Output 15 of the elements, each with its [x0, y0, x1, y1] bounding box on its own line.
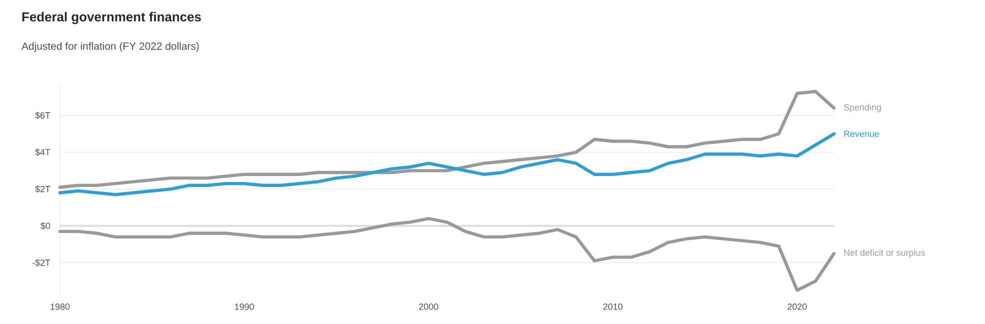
x-tick-label: 2000	[419, 304, 438, 310]
y-tick-label: $6T	[35, 112, 50, 120]
x-tick-label: 2010	[603, 304, 622, 310]
y-tick-label: $4T	[35, 148, 50, 156]
y-tick-label: $0	[40, 222, 50, 230]
y-tick-label: $2T	[35, 185, 50, 193]
y-tick-label: -$2T	[32, 259, 50, 266]
x-tick-label: 1990	[235, 304, 254, 310]
series-label: Revenue	[844, 130, 880, 137]
x-tick-label: 2020	[788, 304, 807, 310]
chart-subtitle: Adjusted for inflation (FY 2022 dollars)	[22, 42, 199, 52]
chart-title: Federal government finances	[22, 12, 201, 24]
series-label: Spending	[844, 104, 881, 112]
series-label: Net deficit or surplus	[844, 249, 925, 258]
x-tick-label: 1980	[50, 304, 70, 310]
